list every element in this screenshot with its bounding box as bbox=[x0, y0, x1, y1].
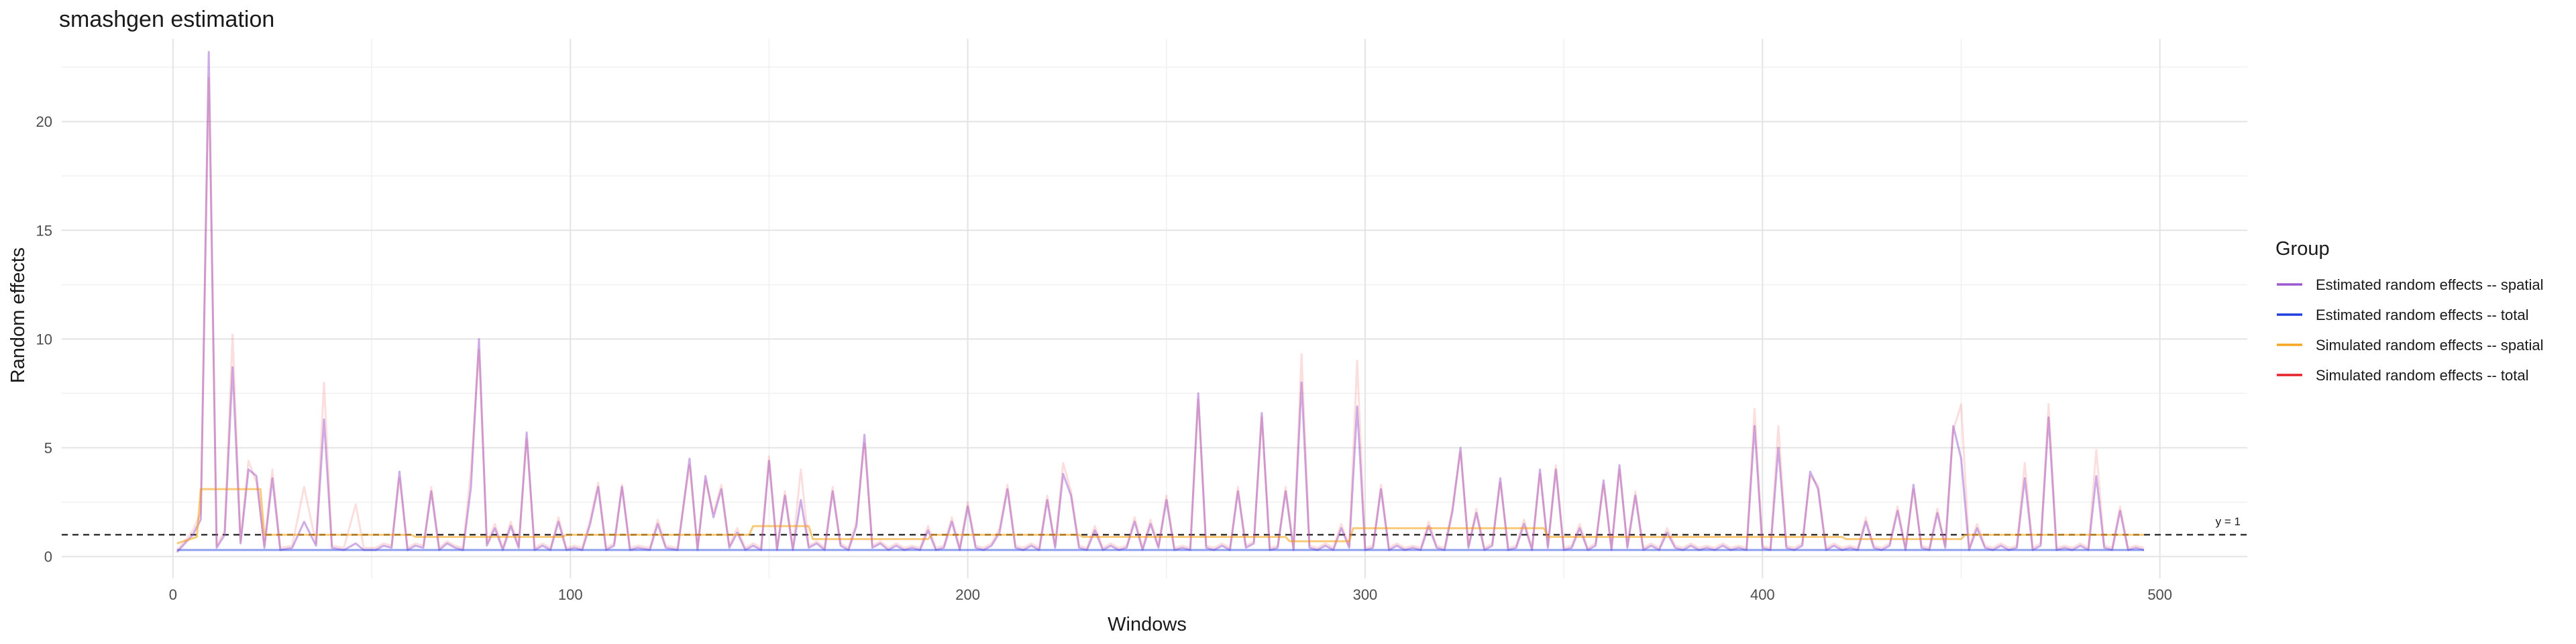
legend-label: Simulated random effects -- total bbox=[2316, 367, 2529, 384]
x-tick-label: 400 bbox=[1750, 586, 1775, 603]
legend-label: Estimated random effects -- spatial bbox=[2316, 276, 2544, 293]
x-tick-label: 300 bbox=[1353, 586, 1378, 603]
grid-layer bbox=[62, 39, 2247, 578]
series-line-estimated-random-effects-spatial bbox=[176, 51, 2145, 553]
legend: Group Estimated random effects -- spatia… bbox=[2275, 238, 2544, 384]
series-line-simulated-random-effects-total bbox=[176, 76, 2145, 551]
legend-title: Group bbox=[2275, 238, 2330, 260]
y-tick-label: 0 bbox=[44, 549, 52, 566]
chart-title: smashgen estimation bbox=[59, 7, 274, 32]
legend-items: Estimated random effects -- spatial Estim… bbox=[2277, 276, 2544, 384]
series-layer bbox=[176, 51, 2145, 553]
x-axis-title: Windows bbox=[1108, 614, 1187, 635]
reference-line-label: y = 1 bbox=[2216, 515, 2241, 528]
y-tick-label: 5 bbox=[44, 439, 52, 456]
series-line-simulated-random-effects-spatial bbox=[176, 488, 2144, 545]
y-tick-label: 20 bbox=[36, 113, 52, 130]
x-tick-label: 100 bbox=[558, 586, 583, 603]
x-tick-label: 500 bbox=[2147, 586, 2172, 603]
reference-line-layer: y = 1 bbox=[62, 515, 2247, 536]
legend-label: Estimated random effects -- total bbox=[2316, 307, 2529, 323]
y-tick-label: 15 bbox=[36, 222, 52, 239]
tick-label-layer: 0 100 200 300 400 500 0 5 10 15 20 bbox=[36, 113, 2173, 603]
legend-label: Simulated random effects -- spatial bbox=[2316, 337, 2544, 354]
x-tick-label: 0 bbox=[169, 586, 177, 603]
y-axis-title: Random effects bbox=[7, 248, 29, 384]
x-tick-label: 200 bbox=[955, 586, 980, 603]
y-tick-label: 10 bbox=[36, 331, 52, 347]
